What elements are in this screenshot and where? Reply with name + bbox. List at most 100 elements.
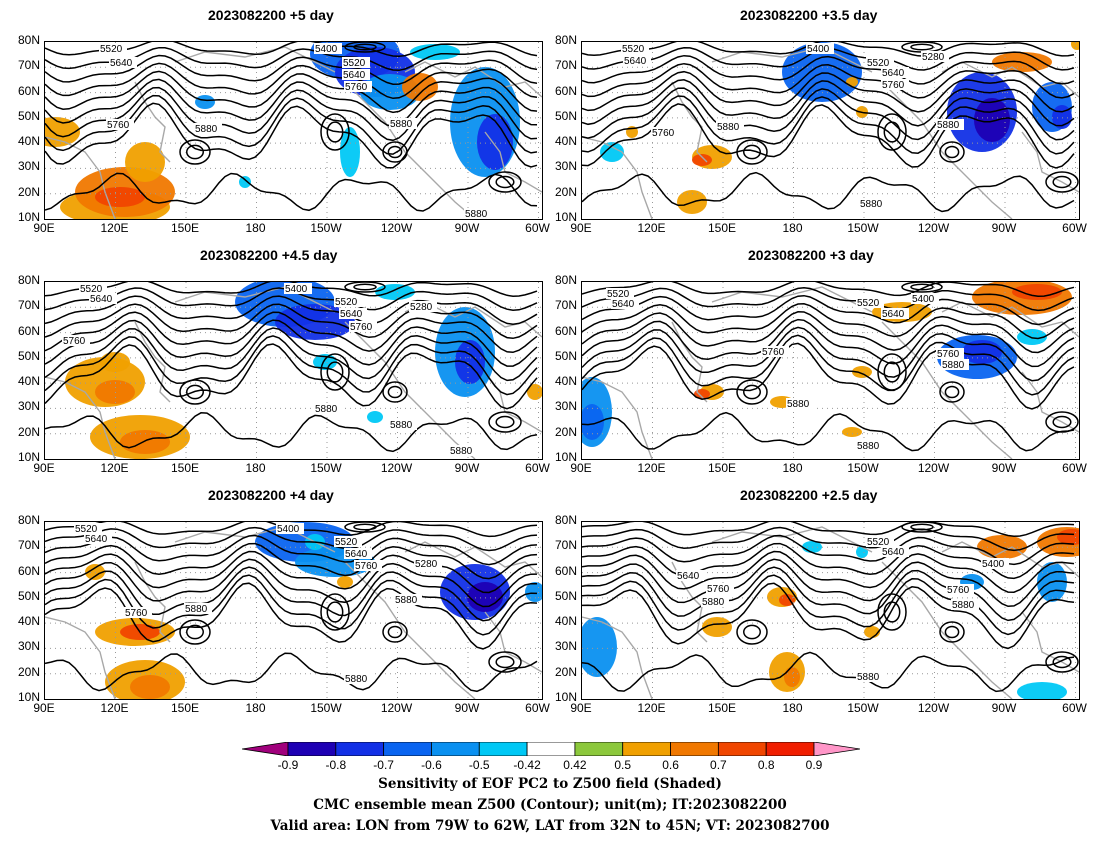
closed-contour <box>186 384 204 400</box>
lon-tick-label: 90E <box>33 701 55 715</box>
contour-label-bg <box>706 583 734 594</box>
colorbar-swatch <box>765 742 815 756</box>
contour-label-bg <box>334 296 362 307</box>
contour-label-bg <box>936 348 964 359</box>
sensitivity-shading <box>692 154 712 166</box>
closed-contour <box>382 621 408 643</box>
contour-label-bg <box>344 548 372 559</box>
panel-title: 2023082200 +2.5 day <box>740 487 878 503</box>
lat-tick-label: 30N <box>554 159 577 174</box>
lat-tick-label: 50N <box>17 348 40 363</box>
lat-tick-label: 60N <box>17 323 40 338</box>
lon-tick-label: 180 <box>245 461 266 475</box>
sensitivity-shading <box>337 576 353 588</box>
closed-contour <box>901 282 943 293</box>
contour-label: 5520 <box>335 537 358 548</box>
closed-contour <box>743 384 761 400</box>
lon-tick-label: 120W <box>917 701 950 715</box>
colorbar-tick-label: 0.42 <box>563 758 587 772</box>
contour-label: 5880 <box>195 124 218 135</box>
lat-tick-label: 10N <box>17 690 40 704</box>
contour-label: 5520 <box>100 44 123 55</box>
lon-tick-label: 120W <box>380 461 413 475</box>
colorbar-swatch <box>574 742 624 756</box>
contour-label-bg <box>414 558 442 569</box>
closed-contour <box>382 381 408 403</box>
lon-tick-label: 120W <box>380 221 413 235</box>
lon-tick-label: 180 <box>245 701 266 715</box>
lon-tick-label: 150W <box>847 701 879 715</box>
contour-label-bg <box>866 536 894 547</box>
sensitivity-shading <box>1057 529 1079 545</box>
lon-tick-label: 120E <box>100 221 129 235</box>
contour-label: 5880 <box>857 441 880 452</box>
contour-label-bg <box>701 596 729 607</box>
lon-tick-label: 120E <box>100 461 129 475</box>
closed-contour <box>1045 651 1079 673</box>
contour-label-bg <box>89 293 117 304</box>
sensitivity-shading <box>375 284 415 300</box>
contour-label-bg <box>394 594 422 605</box>
lat-tick-label: 10N <box>554 690 577 704</box>
contour-label: 5760 <box>350 322 373 333</box>
contour-label-bg <box>981 558 1009 569</box>
closed-contour <box>944 145 960 159</box>
sensitivity-shading <box>527 384 542 400</box>
contour-label-bg <box>859 198 887 209</box>
lon-tick-label: 120E <box>100 701 129 715</box>
sensitivity-shading <box>702 617 732 637</box>
lat-tick-label: 40N <box>554 614 577 629</box>
contour-label: 5400 <box>277 524 300 535</box>
contour-label-bg <box>941 359 969 370</box>
lat-tick-label: 20N <box>17 664 40 679</box>
contour-label-bg <box>276 523 304 534</box>
closed-contour <box>877 593 907 631</box>
lon-tick-label: 150E <box>707 461 737 475</box>
lat-tick-label: 60N <box>554 83 577 98</box>
contour-label-bg <box>761 346 789 357</box>
map-panel-3: 5520 5640 5400 5520 5640 5760 5760 5880 5880 5880 <box>581 281 1080 460</box>
colorbar-tick-label: -0.6 <box>421 758 442 772</box>
contour-label: 5640 <box>343 70 366 81</box>
lat-tick-label: 80N <box>554 273 577 287</box>
map-panel-2: 5520 5640 5400 5520 5640 5760 5280 5760 5880 5880… <box>44 281 543 460</box>
map-panel-4: 5520 5640 5400 5520 5640 5760 5280 5760 5880 5880… <box>44 521 543 700</box>
colorbar-swatch <box>478 742 528 756</box>
sensitivity-shading <box>130 675 170 699</box>
contour-label-bg <box>621 43 649 54</box>
lon-tick-label: 150E <box>170 461 200 475</box>
lat-tick-label: 50N <box>17 108 40 123</box>
contour-label-bg <box>881 79 909 90</box>
closed-contour <box>883 361 901 383</box>
lat-tick-label: 70N <box>17 298 40 313</box>
contour-label-bg <box>606 288 634 299</box>
lon-tick-label: 150E <box>707 701 737 715</box>
lat-tick-label: 60N <box>554 563 577 578</box>
lon-tick-label: 180 <box>782 221 803 235</box>
lon-tick-label: 120E <box>637 461 666 475</box>
contour-label-bg <box>946 584 974 595</box>
contour-label-bg <box>856 297 884 308</box>
lon-tick-label: 60W <box>1062 221 1087 235</box>
sensitivity-shading <box>582 617 617 677</box>
contour-label-bg <box>194 123 222 134</box>
contour-label-bg <box>74 523 102 534</box>
colorbar-swatch <box>526 742 576 756</box>
contour-label-bg <box>106 119 134 130</box>
closed-contour <box>488 651 522 673</box>
z500-contours <box>45 522 538 693</box>
closed-contour <box>495 175 515 189</box>
contour-label-bg <box>911 293 939 304</box>
sensitivity-shading <box>600 142 624 162</box>
sensitivity-shading <box>784 667 800 687</box>
contour-label-bg <box>676 570 704 581</box>
contour-label-bg <box>389 118 417 129</box>
closed-contour <box>326 121 344 143</box>
lon-tick-label: 90E <box>570 221 592 235</box>
closed-contour <box>883 601 901 623</box>
sensitivity-shading <box>367 411 383 423</box>
contour-label: 5280 <box>410 302 433 313</box>
contour-label: 5520 <box>80 284 103 295</box>
contour-label-bg <box>354 560 382 571</box>
sensitivity-shading <box>85 564 105 580</box>
